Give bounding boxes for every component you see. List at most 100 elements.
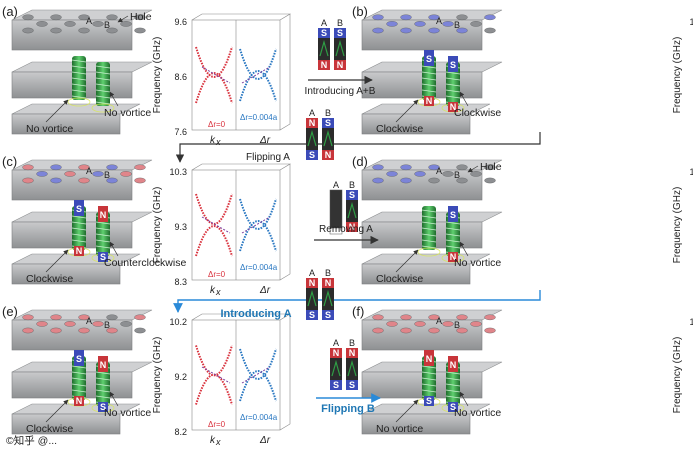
coil-turn [71,221,87,225]
hole [428,177,440,184]
field-arrow [307,289,317,307]
hole [92,171,104,177]
magnets-introduce-ab: AS N BS N [318,18,346,70]
hole [400,164,412,171]
resonator-coil [422,356,436,400]
coil-turn [71,77,87,81]
field-arrow [319,39,329,57]
hole [106,314,118,321]
magnet-top [424,350,434,366]
x-axis-kx-sub: x [215,287,221,297]
site-label-b: B [349,338,355,348]
dr-red-label: Δr=0 [208,420,226,429]
left-vortex-label: No vortice [376,423,423,435]
y-tick-label: 9.3 [174,222,187,232]
coil-turn [71,365,87,369]
hole [22,164,34,171]
magnet-top [448,56,458,72]
hole [470,171,482,177]
magnet-pole-top: S [450,60,456,70]
magnet-pole-bottom: S [349,380,355,390]
hole [456,314,468,321]
blue-lower-band [239,369,277,402]
blue-upper-band [239,198,277,231]
magnet-bottom [318,60,330,70]
hole-label: Hole [130,11,152,23]
magnet-pole-bottom: N [325,150,332,160]
x-axis-kx: k [210,135,216,146]
hole [50,314,62,321]
plate-slab [11,263,121,285]
magnet-pole-bottom: N [450,252,457,262]
hole [428,327,440,334]
magnet-bottom [306,150,318,160]
dr-red-label: Δr=0 [208,270,226,279]
magnet-pole-top: N [100,210,107,220]
coil-turn [445,89,461,93]
magnet-top [322,118,334,128]
coil-turn [445,383,461,387]
hole [64,21,76,27]
hole [106,14,118,21]
coil-turn [71,71,87,75]
magnet-pole-top: N [349,348,356,358]
coil-turn [445,227,461,231]
resonator-coil [72,56,86,100]
resonator-coil [72,206,86,250]
hole [92,21,104,27]
magnet-top [334,28,346,38]
left-vortex-label: Clockwise [376,273,423,285]
red-lower-band [195,224,233,257]
hole [470,21,482,27]
left-vortex-pointer [395,249,419,273]
magnet-bottom [448,402,458,412]
magnet-pole-bottom: S [450,402,456,412]
coil-turn [71,227,87,231]
site-label-a: A [321,18,327,28]
coil-turn [95,383,111,387]
site-label-a: A [436,16,442,26]
coil-turn [71,59,87,63]
site-label-a: A [436,316,442,326]
hole [414,321,426,327]
left-vortex-pointer [45,249,69,273]
magnet-top [98,206,108,222]
hole [428,314,440,321]
hole [456,177,468,184]
hole [50,27,62,34]
dr-blue-label: Δr=0.004a [240,263,278,272]
hole [78,177,90,184]
right-vortex-label: No vortice [454,257,501,269]
right-vortex-label: No vortice [454,407,501,419]
magnet-pole-top: S [426,54,432,64]
left-vortex-pointer [395,99,419,123]
coil-turn [421,215,437,219]
magnet-pole-bottom: S [426,396,432,406]
hole [484,314,496,321]
coil-turn [95,377,111,381]
removed-magnet-base [329,227,343,235]
hole [134,177,146,184]
magnet-bottom [424,396,434,406]
hole [22,327,34,334]
coil-turn [71,239,87,243]
panel-a: A B Hole No vortice No vortice (a) Frequency (… [2,4,292,147]
hole [372,164,384,171]
magnet-pole-top: N [450,360,457,370]
magnet-pole-top: S [450,210,456,220]
blue-lower-band [239,69,277,102]
site-label-b: B [337,18,343,28]
op-introduce-a: Introducing A [220,308,291,320]
coil-turn [95,65,111,69]
magnet-bottom [334,60,346,70]
magnet-bottom [448,102,458,112]
magnets-flip-b: AN S BN S [330,338,358,390]
coil-turn [445,395,461,399]
coil-turn [421,209,437,213]
coil-turn [95,71,111,75]
hole [484,27,496,34]
hole [50,14,62,21]
hole [372,327,384,334]
